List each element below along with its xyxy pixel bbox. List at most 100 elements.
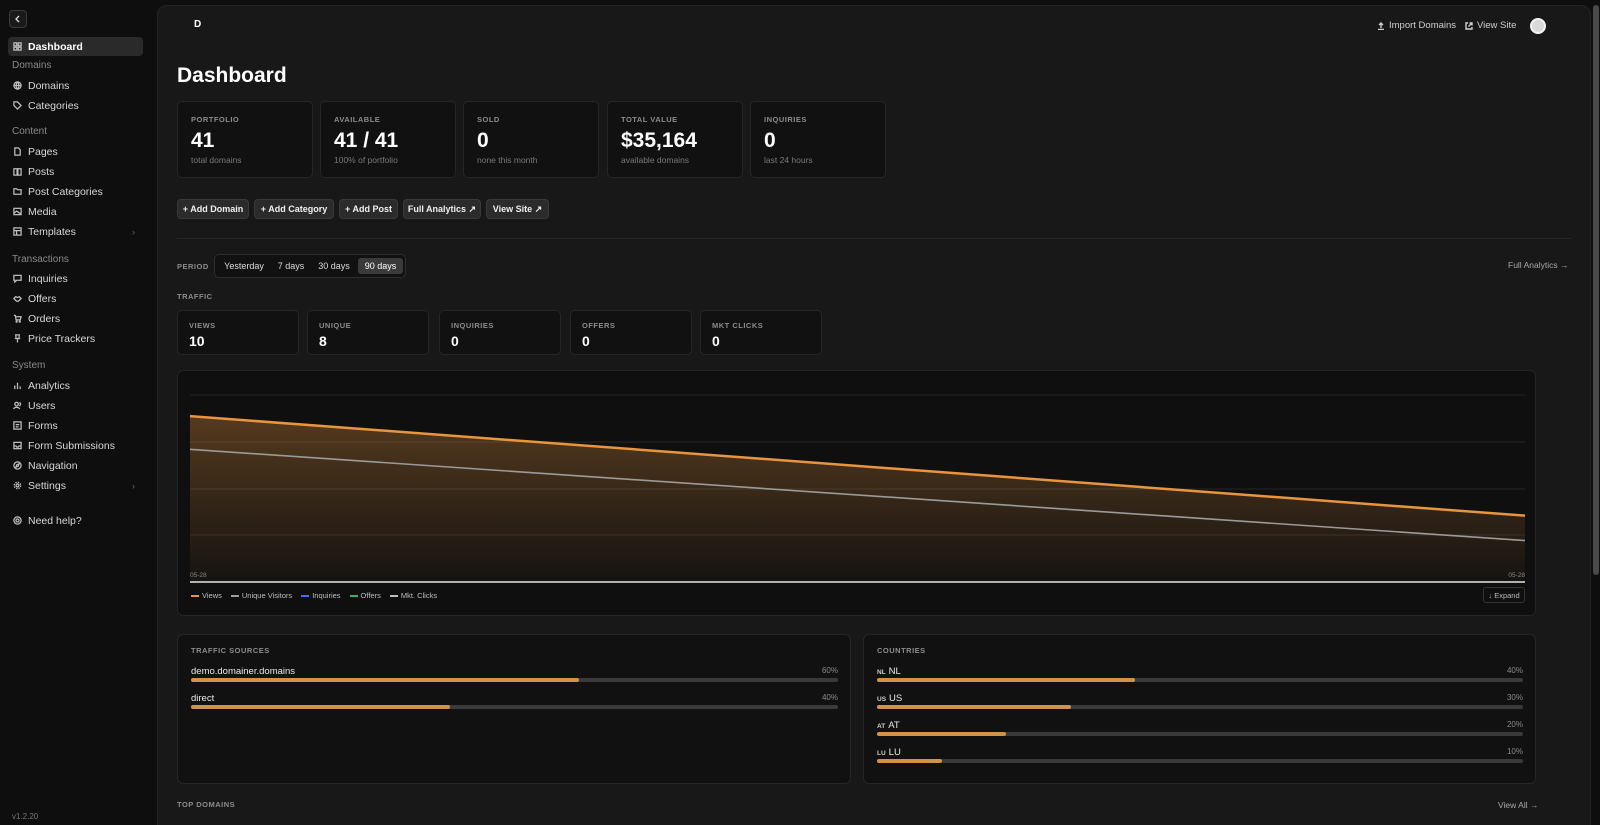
add-post-button[interactable]: + Add Post	[339, 199, 398, 219]
chart-legend: Views Unique Visitors Inquiries Offers M…	[191, 591, 437, 600]
full-analytics-button[interactable]: Full Analytics ↗	[403, 199, 481, 219]
sidebar-item-categories[interactable]: Categories	[8, 96, 143, 115]
progress-fill	[877, 678, 1136, 682]
traffic-source-row: direct 40%	[191, 693, 838, 709]
period-option-30-days[interactable]: 30 days	[318, 261, 350, 271]
legend-item-inquiries[interactable]: Inquiries	[301, 591, 341, 600]
country-label: US US	[877, 693, 1523, 704]
sidebar-item-label: Need help?	[28, 514, 82, 527]
sidebar-item-label: Inquiries	[28, 272, 68, 285]
traffic-card-unique: UNIQUE 8	[307, 310, 429, 355]
stat-sub: last 24 hours	[764, 155, 813, 165]
sidebar-item-settings[interactable]: Settings ›	[8, 476, 143, 495]
add-category-button[interactable]: + Add Category	[254, 199, 334, 219]
legend-item-unique-visitors[interactable]: Unique Visitors	[230, 591, 292, 600]
period-option-90-days[interactable]: 90 days	[358, 258, 403, 274]
traffic-sources-title: TRAFFIC SOURCES	[191, 646, 270, 655]
import-domains-link[interactable]: Import Domains	[1377, 20, 1456, 31]
logo: D	[194, 19, 202, 30]
country-label: NL NL	[877, 666, 1523, 677]
sidebar-item-navigation[interactable]: Navigation	[8, 456, 143, 475]
country-pct: 30%	[1506, 693, 1523, 702]
divider	[177, 238, 1571, 239]
sidebar-item-media[interactable]: Media	[8, 202, 143, 221]
stat-value: 41 / 41	[334, 129, 399, 152]
x-tick-label: 05-28	[1508, 572, 1525, 579]
traffic-value: 0	[712, 333, 720, 349]
sidebar-section-domains: Domains	[12, 60, 52, 71]
country-row: LU LU 10%	[877, 747, 1523, 763]
period-label: PERIOD	[177, 262, 209, 271]
sidebar-collapse-button[interactable]	[9, 10, 27, 28]
sidebar-item-post-categories[interactable]: Post Categories	[8, 182, 143, 201]
sidebar-item-help[interactable]: Need help?	[8, 511, 143, 530]
legend-item-mkt-clicks[interactable]: Mkt. Clicks	[389, 591, 437, 600]
add-domain-button[interactable]: + Add Domain	[177, 199, 249, 219]
bar-chart-icon	[13, 381, 22, 390]
progress-track	[191, 705, 838, 709]
sidebar-item-users[interactable]: Users	[8, 396, 143, 415]
sidebar-item-analytics[interactable]: Analytics	[8, 376, 143, 395]
country-code: LU	[877, 750, 886, 757]
scrollbar-thumb[interactable]	[1593, 5, 1599, 575]
progress-track	[877, 678, 1523, 682]
scrollbar[interactable]	[1592, 0, 1600, 825]
sidebar-item-forms[interactable]: Forms	[8, 416, 143, 435]
sidebar-item-domains[interactable]: Domains	[8, 76, 143, 95]
sidebar-item-label: Categories	[28, 99, 79, 112]
sidebar-item-pages[interactable]: Pages	[8, 142, 143, 161]
sidebar-item-orders[interactable]: Orders	[8, 309, 143, 328]
sidebar-section-system: System	[12, 360, 46, 371]
traffic-chart-card: 05-28 05-28 Views Unique Visitors Inquir…	[177, 370, 1536, 616]
sidebar-item-label: Media	[28, 205, 57, 218]
period-option-yesterday[interactable]: Yesterday	[224, 261, 264, 271]
country-pct: 10%	[1506, 747, 1523, 756]
image-icon	[13, 207, 22, 216]
file-icon	[13, 147, 22, 156]
stat-sub: none this month	[477, 155, 538, 165]
sidebar-item-label: Dashboard	[28, 40, 83, 53]
traffic-value: 10	[189, 333, 205, 349]
expand-chart-button[interactable]: ↓ Expand	[1483, 587, 1525, 603]
lifebuoy-icon	[13, 516, 22, 525]
legend-item-offers[interactable]: Offers	[349, 591, 381, 600]
countries-panel: COUNTRIES NL NL 40% US US 30% AT AT 20% LU L…	[863, 634, 1536, 784]
view-all-link[interactable]: View All →	[1498, 800, 1539, 810]
legend-swatch	[349, 594, 358, 597]
country-label: AT AT	[877, 720, 1523, 731]
sidebar-item-templates[interactable]: Templates ›	[8, 222, 143, 241]
country-name: AT	[888, 720, 900, 731]
traffic-label: UNIQUE	[319, 321, 352, 330]
stat-value: 41	[191, 129, 215, 152]
stat-card-portfolio: PORTFOLIO 41 total domains	[177, 101, 313, 178]
sidebar-item-label: Offers	[28, 292, 57, 305]
avatar[interactable]	[1530, 18, 1546, 34]
legend-item-views[interactable]: Views	[191, 591, 222, 600]
traffic-label: OFFERS	[582, 321, 616, 330]
stat-card-sold: SOLD 0 none this month	[463, 101, 599, 178]
sidebar-item-price-trackers[interactable]: Price Trackers	[8, 329, 143, 348]
period-option-7-days[interactable]: 7 days	[277, 261, 305, 271]
traffic-section-title: TRAFFIC	[177, 292, 213, 301]
stat-card-inquiries: INQUIRIES 0 last 24 hours	[750, 101, 886, 178]
country-pct: 40%	[1506, 666, 1523, 675]
sidebar-item-label: Form Submissions	[28, 439, 115, 452]
tag-icon	[13, 101, 22, 110]
stat-sub: total domains	[191, 155, 242, 165]
legend-swatch	[230, 594, 239, 597]
full-analytics-link[interactable]: Full Analytics →	[1508, 260, 1569, 270]
legend-swatch	[301, 594, 310, 597]
sidebar-item-form-submissions[interactable]: Form Submissions	[8, 436, 143, 455]
sidebar-item-inquiries[interactable]: Inquiries	[8, 269, 143, 288]
progress-track	[191, 678, 838, 682]
sidebar-item-posts[interactable]: Posts	[8, 162, 143, 181]
view-site-button[interactable]: View Site ↗	[486, 199, 549, 219]
stat-sub: available domains	[621, 155, 690, 165]
handshake-icon	[13, 294, 22, 303]
sidebar-item-offers[interactable]: Offers	[8, 289, 143, 308]
traffic-source-row: demo.domainer.domains 60%	[191, 666, 838, 682]
sidebar-item-dashboard[interactable]: Dashboard	[8, 37, 143, 56]
stat-value: $35,164	[621, 129, 697, 152]
traffic-card-inquiries: INQUIRIES 0	[439, 310, 561, 355]
view-site-link[interactable]: View Site	[1465, 20, 1516, 31]
